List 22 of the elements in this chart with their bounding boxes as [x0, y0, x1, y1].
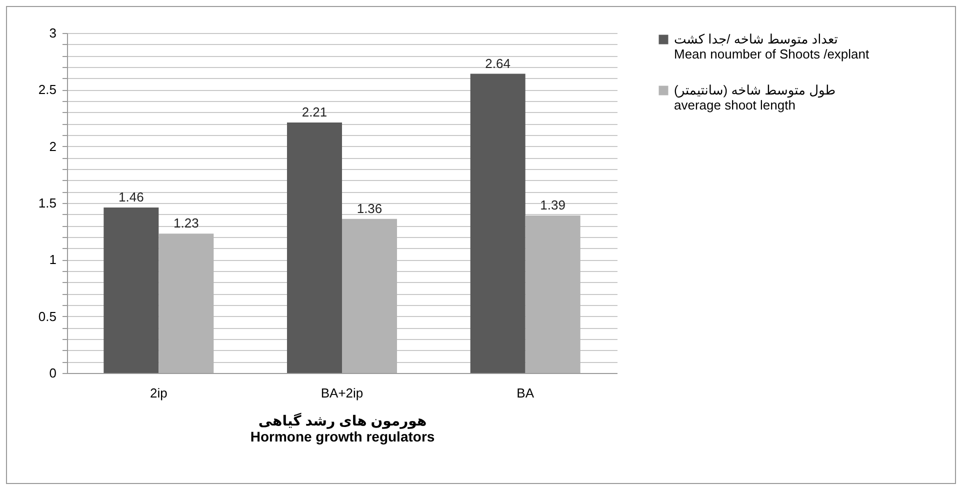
y-tick-label: 0.5	[38, 308, 56, 324]
bar	[525, 215, 580, 373]
data-label: 1.36	[356, 200, 382, 216]
y-tick-label: 2	[49, 138, 56, 154]
y-tick-label: 1.5	[38, 196, 56, 210]
data-label: 1.46	[118, 190, 144, 205]
bar	[470, 74, 526, 373]
data-label: 1.23	[174, 216, 199, 231]
data-label: 2.64	[485, 56, 510, 71]
x-tick-label: 2ip	[150, 386, 168, 400]
data-label: 1.39	[540, 197, 566, 212]
x-tick-label: BA	[516, 386, 534, 400]
bar	[342, 218, 397, 373]
data-label: 2.21	[302, 104, 328, 120]
y-tick-label: 2.5	[38, 82, 56, 98]
y-tick-label: 1	[49, 252, 56, 268]
y-tick-label: 3	[49, 26, 56, 40]
x-tick-label: BA+2ip	[320, 386, 364, 400]
y-tick-label: 0	[49, 366, 56, 380]
bar	[158, 234, 214, 373]
bar	[104, 208, 159, 373]
bar	[287, 122, 342, 373]
